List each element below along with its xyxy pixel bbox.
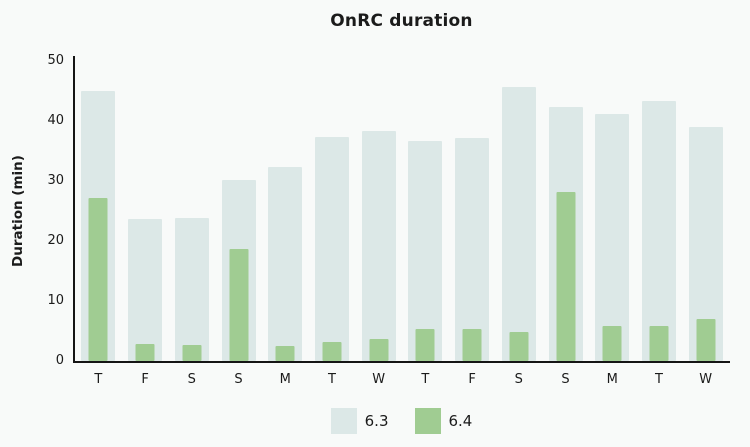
- bar-group-m-11: [589, 61, 635, 361]
- x-tick-label: F: [141, 372, 149, 387]
- x-tick-label: T: [327, 372, 336, 387]
- bar-6.4-m-11: [602, 326, 622, 361]
- bar-6.4-t-7: [415, 328, 435, 361]
- x-tick-label: F: [468, 372, 476, 387]
- bar-group-f-8: [449, 61, 495, 361]
- y-tick-label: 50: [47, 53, 64, 68]
- legend-label: 6.4: [448, 412, 473, 430]
- bar-6.4-t-5: [322, 342, 342, 361]
- bar-6.3-t-5: [314, 137, 349, 361]
- bar-6.3-f-1: [128, 218, 163, 361]
- bar-group-w-13: [683, 61, 729, 361]
- x-tick-label: M: [606, 372, 618, 387]
- bar-6.3-s-2: [174, 218, 209, 361]
- bar-6.4-f-8: [462, 328, 482, 361]
- x-tick-label: W: [699, 372, 713, 387]
- plot-area: [75, 61, 729, 361]
- bar-group-f-1: [122, 61, 168, 361]
- bar-6.3-f-8: [455, 137, 490, 361]
- y-axis-label: Duration (min): [10, 155, 26, 267]
- y-tick-label: 40: [47, 113, 64, 128]
- bar-group-s-9: [496, 61, 542, 361]
- bar-group-w-6: [356, 61, 402, 361]
- legend-item-6.3: 6.3: [330, 408, 389, 434]
- x-tick-label: T: [94, 372, 103, 387]
- bar-6.4-w-6: [369, 339, 389, 361]
- legend-swatch-6.3: [330, 408, 357, 434]
- x-axis-line: [73, 361, 730, 363]
- bar-6.4-s-10: [556, 191, 575, 361]
- x-tick-label: S: [187, 372, 196, 387]
- bar-group-t-5: [309, 61, 355, 361]
- bar-6.3-s-9: [501, 87, 536, 361]
- y-tick-label: 30: [47, 173, 64, 188]
- bar-6.4-s-3: [229, 249, 248, 361]
- legend-swatch-6.4: [414, 408, 441, 434]
- y-tick-label: 20: [47, 233, 64, 248]
- bar-group-s-3: [216, 61, 262, 361]
- bar-6.4-f-1: [135, 344, 155, 361]
- bar-6.4-s-2: [182, 345, 202, 361]
- x-tick-label: S: [234, 372, 243, 387]
- bar-6.3-t-12: [641, 101, 676, 361]
- x-tick-label: T: [654, 372, 663, 387]
- x-tick-label: S: [561, 372, 570, 387]
- y-tick-label: 0: [55, 353, 64, 368]
- bar-6.4-t-12: [649, 326, 669, 361]
- legend: 6.3 6.4: [74, 408, 729, 434]
- bar-group-s-2: [169, 61, 215, 361]
- bar-group-s-10: [543, 61, 589, 361]
- bar-6.3-t-7: [408, 140, 443, 361]
- bar-6.3-m-4: [268, 166, 303, 361]
- bar-6.3-w-6: [361, 131, 396, 361]
- bar-6.3-m-11: [595, 113, 630, 361]
- bar-group-t-12: [636, 61, 682, 361]
- bar-group-m-4: [262, 61, 308, 361]
- bar-6.4-t-0: [88, 197, 108, 361]
- bar-6.4-w-13: [696, 319, 716, 361]
- legend-label: 6.3: [364, 412, 389, 430]
- legend-item-6.4: 6.4: [414, 408, 473, 434]
- bar-6.4-m-4: [275, 346, 295, 361]
- bar-group-t-0: [75, 61, 121, 361]
- x-tick-label: M: [279, 372, 291, 387]
- bar-group-t-7: [402, 61, 448, 361]
- y-axis-line: [73, 56, 75, 363]
- x-tick-label: W: [372, 372, 386, 387]
- chart-title: OnRC duration: [330, 11, 473, 31]
- x-tick-label: S: [514, 372, 523, 387]
- x-tick-label: T: [421, 372, 430, 387]
- y-tick-label: 10: [47, 293, 64, 308]
- bar-6.4-s-9: [509, 331, 529, 361]
